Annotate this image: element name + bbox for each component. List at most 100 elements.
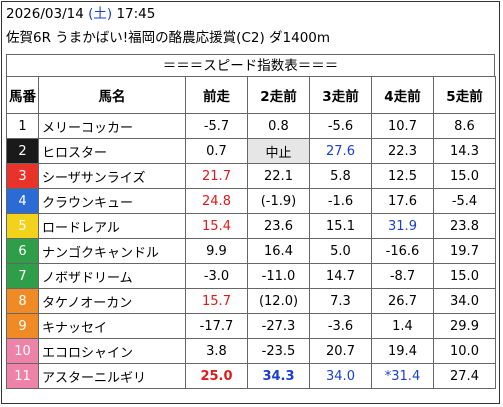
index-cell: 19.4 (371, 338, 434, 364)
race-datetime: 2026/03/14 (土) 17:45 (6, 5, 155, 23)
index-cell: 22.1 (247, 163, 310, 189)
index-cell: 31.9 (371, 213, 434, 239)
index-cell: 14.3 (433, 138, 496, 164)
horse-number: 5 (6, 213, 39, 239)
table-row: 4 クラウンキュー 24.8 (-1.9) -1.6 17.6 -5.4 (6, 188, 496, 214)
speed-index-table: 馬番 馬名 前走 2走前 3走前 4走前 5走前 1 メリーコッカー -5.7 … (6, 76, 496, 389)
col-header-5-races-ago: 5走前 (433, 76, 496, 114)
index-cell: 5.8 (309, 163, 372, 189)
index-cell: -17.7 (185, 313, 248, 339)
horse-name: ナンゴクキャンドル (38, 238, 186, 264)
index-cell: (12.0) (247, 288, 310, 314)
index-cell: 14.7 (309, 263, 372, 289)
index-cell: (-1.9) (247, 188, 310, 214)
horse-number: 3 (6, 163, 39, 189)
index-cell: 27.6 (309, 138, 372, 164)
index-cell: 15.0 (433, 163, 496, 189)
horse-name: クラウンキュー (38, 188, 186, 214)
index-cell: -27.3 (247, 313, 310, 339)
index-cell: 20.7 (309, 338, 372, 364)
horse-name: メリーコッカー (38, 113, 186, 139)
index-cell: 8.6 (433, 113, 496, 139)
table-row: 2 ヒロスター 0.7 中止 27.6 22.3 14.3 (6, 138, 496, 164)
col-header-last-race: 前走 (185, 76, 248, 114)
col-header-2-races-ago: 2走前 (247, 76, 310, 114)
horse-number: 2 (6, 138, 39, 164)
horse-number: 1 (6, 113, 39, 139)
table-row: 1 メリーコッカー -5.7 0.8 -5.6 10.7 8.6 (6, 113, 496, 139)
race-time: 17:45 (116, 6, 156, 22)
horse-number: 4 (6, 188, 39, 214)
table-row: 5 ロードレアル 15.4 23.6 15.1 31.9 23.8 (6, 213, 496, 239)
index-cell: 15.1 (309, 213, 372, 239)
index-cell: 23.6 (247, 213, 310, 239)
horse-number: 11 (6, 363, 39, 389)
index-cell: 21.7 (185, 163, 248, 189)
horse-name: キナッセイ (38, 313, 186, 339)
index-cell: 9.9 (185, 238, 248, 264)
horse-number: 7 (6, 263, 39, 289)
index-cell: -1.6 (309, 188, 372, 214)
table-row: 9 キナッセイ -17.7 -27.3 -3.6 1.4 29.9 (6, 313, 496, 339)
horse-name: シーザサンライズ (38, 163, 186, 189)
index-cell-best: 25.0 (185, 363, 248, 389)
horse-name: アスターニルギリ (38, 363, 186, 389)
col-header-3-races-ago: 3走前 (309, 76, 372, 114)
index-cell-stopped: 中止 (247, 138, 310, 164)
col-header-number: 馬番 (6, 76, 39, 114)
index-cell: 0.7 (185, 138, 248, 164)
index-cell: -8.7 (371, 263, 434, 289)
index-cell: 15.7 (185, 288, 248, 314)
index-cell: 12.5 (371, 163, 434, 189)
index-cell: 7.3 (309, 288, 372, 314)
index-cell: 10.0 (433, 338, 496, 364)
index-cell: 0.8 (247, 113, 310, 139)
race-title: 佐賀6R うまかばい!福岡の酪農応援賞(C2) ダ1400m (6, 30, 331, 46)
index-cell: -3.0 (185, 263, 248, 289)
table-banner: ＝＝＝スピード指数表＝＝＝ (6, 54, 495, 76)
index-cell: 34.0 (433, 288, 496, 314)
horse-name: ロードレアル (38, 213, 186, 239)
index-cell-best: 34.3 (247, 363, 310, 389)
index-cell: -23.5 (247, 338, 310, 364)
index-cell: 22.3 (371, 138, 434, 164)
index-cell: 16.4 (247, 238, 310, 264)
index-cell: 27.4 (433, 363, 496, 389)
horse-name: タケノオーカン (38, 288, 186, 314)
index-cell: -3.6 (309, 313, 372, 339)
race-day-of-week: (土) (88, 6, 113, 22)
table-row: 11 アスターニルギリ 25.0 34.3 34.0 *31.4 27.4 (6, 363, 496, 389)
index-cell: 24.8 (185, 188, 248, 214)
horse-number: 6 (6, 238, 39, 264)
horse-number: 10 (6, 338, 39, 364)
horse-name: ノボザドリーム (38, 263, 186, 289)
col-header-horse-name: 馬名 (38, 76, 186, 114)
horse-number: 8 (6, 288, 39, 314)
index-cell: -16.6 (371, 238, 434, 264)
index-cell: -5.6 (309, 113, 372, 139)
index-cell: 19.7 (433, 238, 496, 264)
index-cell: 29.9 (433, 313, 496, 339)
index-cell: *31.4 (371, 363, 434, 389)
horse-name: エコロシャイン (38, 338, 186, 364)
col-header-4-races-ago: 4走前 (371, 76, 434, 114)
table-row: 7 ノボザドリーム -3.0 -11.0 14.7 -8.7 15.0 (6, 263, 496, 289)
index-cell: 17.6 (371, 188, 434, 214)
index-cell: 26.7 (371, 288, 434, 314)
index-cell: 15.0 (433, 263, 496, 289)
index-cell: -5.7 (185, 113, 248, 139)
race-date: 2026/03/14 (6, 6, 84, 22)
horse-name: ヒロスター (38, 138, 186, 164)
index-cell: -11.0 (247, 263, 310, 289)
index-cell: 23.8 (433, 213, 496, 239)
table-row: 8 タケノオーカン 15.7 (12.0) 7.3 26.7 34.0 (6, 288, 496, 314)
index-cell: 5.0 (309, 238, 372, 264)
index-cell: 1.4 (371, 313, 434, 339)
index-cell: 34.0 (309, 363, 372, 389)
horse-number: 9 (6, 313, 39, 339)
table-row: 6 ナンゴクキャンドル 9.9 16.4 5.0 -16.6 19.7 (6, 238, 496, 264)
index-cell: -5.4 (433, 188, 496, 214)
table-row: 10 エコロシャイン 3.8 -23.5 20.7 19.4 10.0 (6, 338, 496, 364)
index-cell: 15.4 (185, 213, 248, 239)
